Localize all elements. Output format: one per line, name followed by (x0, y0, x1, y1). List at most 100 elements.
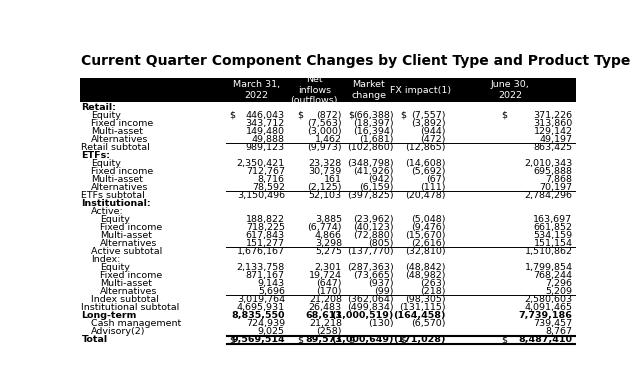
Text: Fixed income: Fixed income (91, 119, 153, 128)
Text: 617,843: 617,843 (246, 231, 285, 240)
Text: $: $ (400, 110, 406, 119)
Text: 129,142: 129,142 (534, 126, 573, 136)
Text: (258): (258) (316, 327, 342, 336)
Text: 661,852: 661,852 (534, 223, 573, 232)
Text: 343,712: 343,712 (246, 119, 285, 128)
Text: 2,133,758: 2,133,758 (237, 263, 285, 272)
Text: (499,834): (499,834) (348, 303, 394, 312)
Text: (111): (111) (420, 183, 446, 192)
Text: 5,275: 5,275 (315, 247, 342, 256)
Text: Market
change: Market change (351, 80, 387, 100)
Text: (130): (130) (369, 319, 394, 328)
Text: 151,154: 151,154 (534, 239, 573, 248)
Text: (14,608): (14,608) (406, 159, 446, 168)
Text: 3,150,496: 3,150,496 (237, 191, 285, 200)
Text: (937): (937) (369, 279, 394, 288)
Text: (40,123): (40,123) (353, 223, 394, 232)
Text: 534,159: 534,159 (533, 231, 573, 240)
Text: (102,860): (102,860) (348, 143, 394, 152)
Text: (287,363): (287,363) (348, 263, 394, 272)
Text: 712,767: 712,767 (246, 167, 285, 176)
Text: $: $ (348, 110, 354, 119)
Text: (944): (944) (420, 126, 446, 136)
Text: (171,028): (171,028) (394, 335, 446, 344)
Text: (263): (263) (420, 279, 446, 288)
Text: Equity: Equity (100, 215, 130, 224)
Text: 161: 161 (324, 175, 342, 184)
Text: (805): (805) (369, 239, 394, 248)
Text: 19,724: 19,724 (309, 271, 342, 280)
Text: (647): (647) (316, 279, 342, 288)
Text: 78,592: 78,592 (252, 183, 285, 192)
Text: Net
inflows
(outflows): Net inflows (outflows) (291, 75, 338, 105)
Text: (5,692): (5,692) (412, 167, 446, 176)
Text: Institutional:: Institutional: (81, 199, 151, 208)
Text: (20,478): (20,478) (406, 191, 446, 200)
Text: (872): (872) (316, 110, 342, 119)
Text: 21,218: 21,218 (309, 319, 342, 328)
Text: Total: Total (81, 335, 108, 344)
Text: 1,510,862: 1,510,862 (525, 247, 573, 256)
Text: 2,580,603: 2,580,603 (524, 295, 573, 304)
Text: $: $ (229, 335, 235, 344)
Text: Equity: Equity (100, 263, 130, 272)
Text: (218): (218) (420, 287, 446, 296)
Text: Fixed income: Fixed income (100, 271, 162, 280)
Text: (164,458): (164,458) (394, 311, 446, 320)
Text: (67): (67) (426, 175, 446, 184)
Text: 5,696: 5,696 (258, 287, 285, 296)
Text: Equity: Equity (91, 159, 121, 168)
Text: (16,394): (16,394) (353, 126, 394, 136)
Bar (80, 78, 576, 102)
Text: 7,296: 7,296 (545, 279, 573, 288)
Text: Fixed income: Fixed income (91, 167, 153, 176)
Text: 49,197: 49,197 (540, 135, 573, 144)
Text: (6,774): (6,774) (307, 223, 342, 232)
Text: 8,487,410: 8,487,410 (518, 335, 573, 344)
Text: (170): (170) (316, 287, 342, 296)
Text: 4,091,465: 4,091,465 (525, 303, 573, 312)
Text: Alternatives: Alternatives (100, 287, 157, 296)
Text: (1,681): (1,681) (360, 135, 394, 144)
Text: $: $ (297, 110, 303, 119)
Text: 1,462: 1,462 (315, 135, 342, 144)
Text: Index:: Index: (91, 255, 120, 264)
Text: (348,798): (348,798) (348, 159, 394, 168)
Text: (12,865): (12,865) (406, 143, 446, 152)
Text: (48,982): (48,982) (406, 271, 446, 280)
Text: Equity: Equity (91, 110, 121, 119)
Text: March 31,
2022: March 31, 2022 (232, 80, 280, 100)
Text: Fixed income: Fixed income (100, 223, 162, 232)
Text: Long-term: Long-term (81, 311, 137, 320)
Text: $: $ (502, 335, 508, 344)
Text: 2,784,296: 2,784,296 (525, 191, 573, 200)
Text: Alternatives: Alternatives (100, 239, 157, 248)
Text: 151,277: 151,277 (246, 239, 285, 248)
Text: ETFs subtotal: ETFs subtotal (81, 191, 145, 200)
Text: (15,670): (15,670) (406, 231, 446, 240)
Text: (6,570): (6,570) (412, 319, 446, 328)
Text: 3,298: 3,298 (315, 239, 342, 248)
Text: Alternatives: Alternatives (91, 183, 148, 192)
Text: Current Quarter Component Changes by Client Type and Product Type: Current Quarter Component Changes by Cli… (81, 54, 631, 68)
Text: 9,025: 9,025 (258, 327, 285, 336)
Text: (41,926): (41,926) (353, 167, 394, 176)
Text: (99): (99) (374, 287, 394, 296)
Text: $: $ (400, 335, 406, 344)
Text: (362,064): (362,064) (348, 295, 394, 304)
Text: 70,197: 70,197 (540, 183, 573, 192)
Text: Advisory(2): Advisory(2) (91, 327, 145, 336)
Text: Retail subtotal: Retail subtotal (81, 143, 150, 152)
Text: (3,892): (3,892) (412, 119, 446, 128)
Text: (3,000): (3,000) (307, 126, 342, 136)
Text: 9,143: 9,143 (258, 279, 285, 288)
Text: $: $ (297, 335, 303, 344)
Text: 313,860: 313,860 (533, 119, 573, 128)
Text: $: $ (502, 110, 508, 119)
Text: (66,388): (66,388) (353, 110, 394, 119)
Text: 768,244: 768,244 (534, 271, 573, 280)
Text: (23,962): (23,962) (353, 215, 394, 224)
Text: 446,043: 446,043 (246, 110, 285, 119)
Text: Index subtotal: Index subtotal (91, 295, 159, 304)
Text: (942): (942) (369, 175, 394, 184)
